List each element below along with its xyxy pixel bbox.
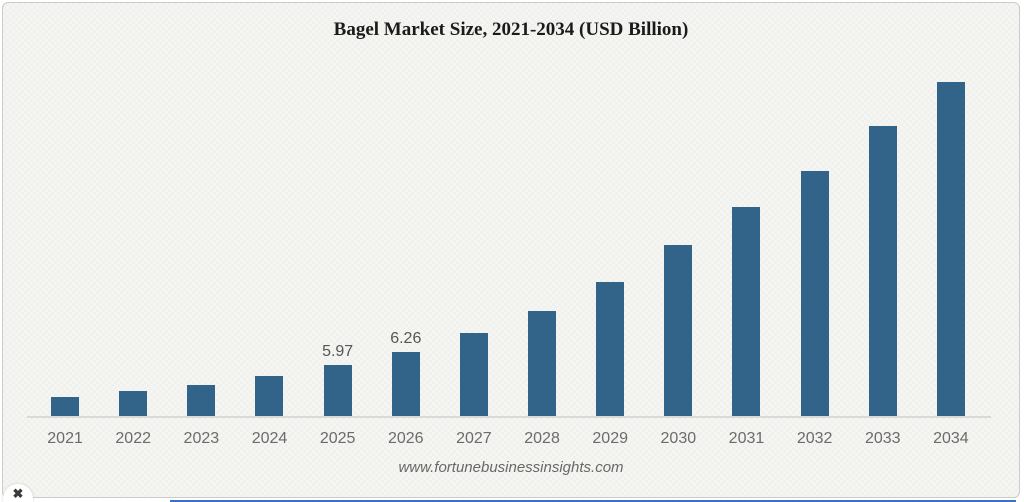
bar-value-label-2025: 5.97 [322, 342, 354, 360]
bar-column-2023 [167, 385, 235, 416]
bar-column-2031 [712, 207, 780, 416]
bar-2023 [187, 385, 216, 416]
chart-title: Bagel Market Size, 2021-2034 (USD Billio… [333, 19, 689, 40]
plot-area: 5.97 6.26 [31, 61, 985, 416]
bar-column-2024 [235, 376, 303, 416]
bar-2029 [596, 282, 625, 416]
x-axis-ticks: 2021 2022 2023 2024 2025 2026 2027 2028 2029 2030… [31, 427, 985, 451]
bar-column-2028 [508, 311, 576, 416]
bar-2034 [936, 82, 965, 416]
bar-column-2032 [781, 170, 849, 416]
bar-2028 [528, 311, 557, 416]
x-tick-2032: 2032 [796, 430, 833, 447]
bar-2027 [459, 333, 488, 416]
bar-column-2027 [440, 333, 508, 416]
x-tick-2024: 2024 [251, 430, 288, 447]
x-tick-2023: 2023 [183, 430, 220, 447]
bar-2026 [391, 351, 420, 416]
x-tick-2034: 2034 [933, 430, 969, 447]
x-tick-2030: 2030 [660, 430, 697, 447]
bar-2033 [868, 126, 897, 416]
x-tick-2026: 2026 [387, 430, 424, 447]
bar-2024 [255, 376, 284, 416]
bar-column-2025: 5.97 [304, 343, 372, 416]
bar-2021 [51, 396, 80, 416]
x-tick-2021: 2021 [47, 430, 83, 447]
x-tick-2022: 2022 [115, 430, 151, 447]
bar-value-label-2026: 6.26 [390, 329, 422, 347]
bar-column-2029 [576, 282, 644, 416]
bar-2025 [323, 364, 352, 416]
x-axis-line [27, 416, 991, 418]
x-tick-2029: 2029 [592, 430, 628, 447]
bar-column-2026: 6.26 [372, 330, 440, 416]
x-tick-2031: 2031 [728, 430, 765, 447]
x-tick-2028: 2028 [524, 430, 560, 447]
bar-2030 [664, 244, 693, 416]
bar-2032 [800, 170, 829, 416]
x-tick-2027: 2027 [456, 430, 492, 447]
bar-column-2030 [644, 244, 712, 416]
bar-column-2022 [99, 390, 167, 416]
bar-column-2021 [31, 396, 99, 416]
bar-2022 [119, 390, 148, 416]
bottom-accent-bar [170, 500, 1016, 502]
x-tick-2033: 2033 [864, 430, 901, 447]
close-icon: ✖ [12, 486, 24, 501]
source-watermark: www.fortunebusinessinsights.com [398, 459, 624, 476]
bar-2031 [732, 207, 761, 416]
bar-column-2033 [849, 126, 917, 416]
close-button[interactable]: ✖ [3, 484, 33, 502]
x-tick-2025: 2025 [319, 430, 356, 447]
bar-column-2034 [917, 82, 985, 416]
